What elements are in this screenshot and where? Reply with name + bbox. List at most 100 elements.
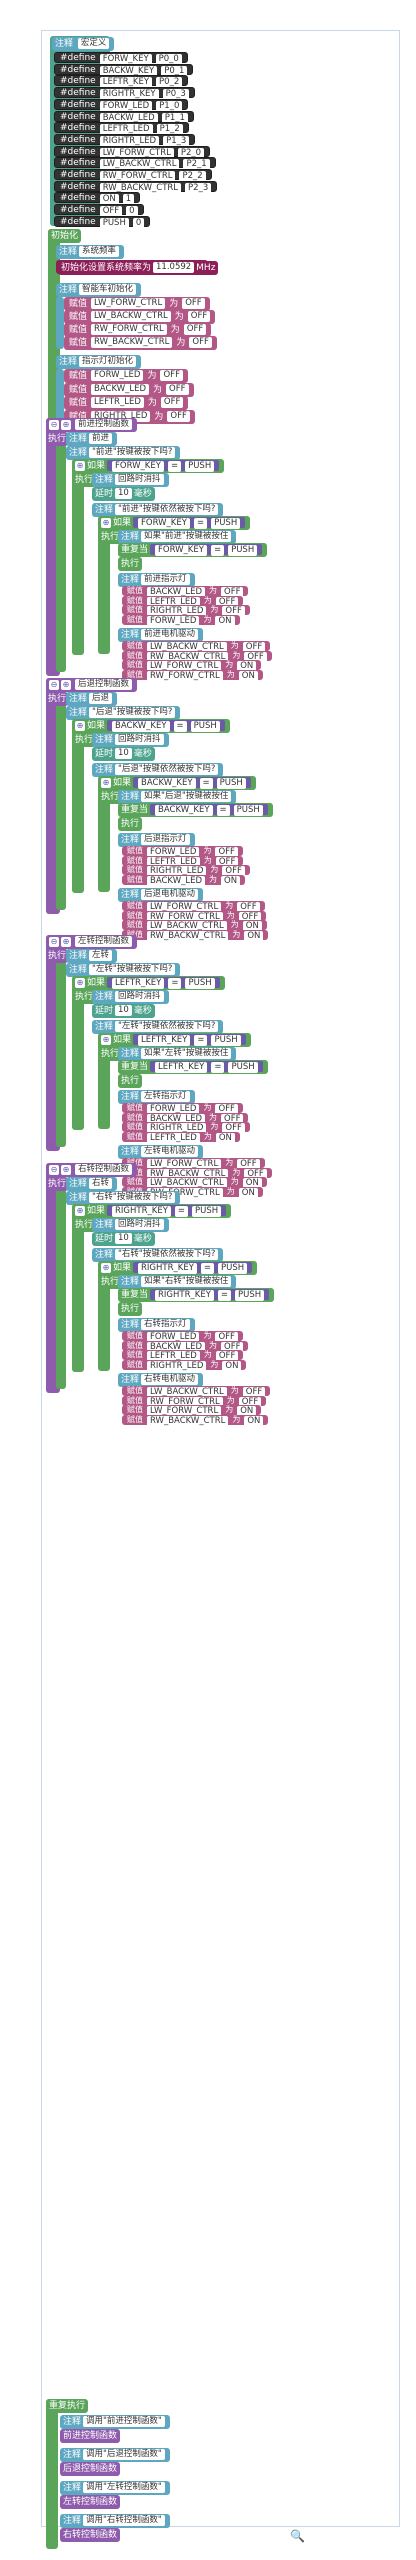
- comment-text[interactable]: 左转: [89, 950, 113, 961]
- value-dropdown[interactable]: ON: [222, 1360, 242, 1372]
- comment-block[interactable]: 注释 "后退"按键被按下吗?: [66, 706, 181, 720]
- gear-icon[interactable]: ⊕: [61, 936, 71, 947]
- push-dropdown[interactable]: PUSH: [211, 1035, 241, 1046]
- comment-text[interactable]: 指示灯初始化: [79, 356, 137, 367]
- comment-block[interactable]: 注释 "后退"按键依然被按下吗?: [92, 763, 224, 777]
- comment-text[interactable]: 调用"前进控制函数": [83, 2416, 165, 2427]
- variable-dropdown[interactable]: LW_FORW_CTRL: [147, 902, 222, 913]
- function-header[interactable]: ⊖ ⊕ 右转控制函数: [46, 1163, 138, 1177]
- define-name-field[interactable]: RIGHTR_KEY: [99, 89, 159, 101]
- variable-dropdown[interactable]: FORW_LED: [91, 370, 144, 381]
- operator-dropdown[interactable]: =: [199, 778, 213, 789]
- assign-block[interactable]: 赋值 FORW_LED 为 OFF: [122, 846, 243, 858]
- comment-block[interactable]: 注释 "右转"按键被按下吗?: [66, 1191, 181, 1205]
- block-workspace[interactable]: 注释 宏定义 初始化 #define FORW_KEY P0_0 #define BAC…: [41, 30, 400, 2549]
- if-block[interactable]: ⊕ 如果 FORW_KEY = PUSH: [72, 459, 225, 473]
- comment-block[interactable]: 注释 后退: [66, 692, 118, 706]
- delay-value[interactable]: 10: [115, 748, 132, 759]
- variable-dropdown[interactable]: BACKW_LED: [147, 1113, 206, 1125]
- value-dropdown[interactable]: ON: [244, 1415, 264, 1427]
- compare-block[interactable]: LEFTR_KEY = PUSH: [150, 1061, 263, 1073]
- function-call-block[interactable]: 左转控制函数: [60, 2495, 121, 2509]
- operator-dropdown[interactable]: =: [174, 1206, 189, 1217]
- value-dropdown[interactable]: OFF: [244, 651, 267, 663]
- comment-text[interactable]: 左转指示灯: [141, 1091, 190, 1102]
- comment-block[interactable]: 注释 左转指示灯: [118, 1090, 195, 1104]
- function-header[interactable]: ⊖ ⊕ 后退控制函数: [46, 678, 138, 692]
- assign-block[interactable]: 赋值 LEFTR_LED 为 OFF: [122, 1350, 244, 1362]
- variable-dropdown[interactable]: RW_FORW_CTRL: [147, 670, 223, 682]
- define-value-field[interactable]: P0_0: [155, 54, 182, 65]
- key-dropdown[interactable]: FORW_KEY: [155, 545, 207, 556]
- define-block[interactable]: #define ON 1: [54, 192, 141, 206]
- assign-block[interactable]: 赋值 LW_BACKW_CTRL 为 OFF: [122, 1386, 271, 1398]
- define-name-field[interactable]: RIGHTR_LED: [99, 135, 160, 147]
- variable-dropdown[interactable]: LW_BACKW_CTRL: [147, 921, 227, 932]
- define-block[interactable]: #define RW_FORW_CTRL P2_2: [54, 169, 212, 182]
- define-name-field[interactable]: BACKW_LED: [99, 112, 158, 124]
- assign-block[interactable]: 赋值 FORW_LED 为 OFF: [122, 1331, 243, 1343]
- comment-text[interactable]: 右转指示灯: [141, 1319, 190, 1330]
- assign-block[interactable]: 赋值 BACKW_LED 为 OFF: [122, 1112, 249, 1125]
- compare-block[interactable]: LEFTR_KEY = PUSH: [107, 977, 220, 989]
- variable-dropdown[interactable]: BACKW_LED: [147, 1341, 206, 1353]
- define-block[interactable]: #define BACKW_KEY P0_1: [54, 63, 194, 77]
- comment-block[interactable]: 注释 "前进"按键依然被按下吗?: [92, 503, 224, 517]
- variable-dropdown[interactable]: FORW_LED: [147, 1332, 200, 1343]
- assign-block[interactable]: 赋值 RIGHTR_LED 为 OFF: [122, 605, 250, 617]
- comment-text[interactable]: "后退"按键被按下吗?: [89, 707, 176, 718]
- assign-block[interactable]: 赋值 BACKW_LED 为 ON: [122, 874, 246, 887]
- push-dropdown[interactable]: PUSH: [190, 721, 220, 732]
- variable-dropdown[interactable]: RW_BACKW_CTRL: [147, 651, 229, 663]
- assign-block[interactable]: 赋值 LW_BACKW_CTRL 为 ON: [122, 1177, 267, 1189]
- gear-icon[interactable]: ⊕: [61, 1164, 71, 1175]
- delay-block[interactable]: 延时 10 毫秒: [92, 747, 155, 761]
- define-block[interactable]: #define LW_FORW_CTRL P2_0: [54, 145, 211, 159]
- main-loop-header[interactable]: 重复执行: [46, 2399, 89, 2413]
- function-call-block[interactable]: 右转控制函数: [60, 2528, 121, 2542]
- variable-dropdown[interactable]: LW_FORW_CTRL: [91, 298, 166, 309]
- assign-block[interactable]: 赋值 RIGHTR_LED 为 OFF: [122, 1122, 250, 1134]
- assign-block[interactable]: 赋值 FORW_LED 为 ON: [122, 614, 240, 627]
- value-dropdown[interactable]: OFF: [221, 1113, 244, 1125]
- variable-dropdown[interactable]: RW_BACKW_CTRL: [91, 337, 173, 348]
- comment-block[interactable]: 注释 左转电机驱动: [118, 1145, 204, 1159]
- value-dropdown[interactable]: OFF: [238, 911, 262, 923]
- value-dropdown[interactable]: OFF: [167, 410, 190, 422]
- compare-block[interactable]: RIGHTR_KEY = PUSH: [133, 1262, 253, 1274]
- compare-block[interactable]: FORW_KEY = PUSH: [133, 517, 246, 529]
- gear-icon[interactable]: ⊕: [75, 720, 85, 731]
- comment-block[interactable]: 注释 "左转"按键依然被按下吗?: [92, 1020, 224, 1034]
- push-dropdown[interactable]: PUSH: [228, 1062, 258, 1073]
- comment-block[interactable]: 注释 如果"左转"按键被按住: [118, 1047, 237, 1061]
- define-value-field[interactable]: P2_1: [183, 159, 210, 171]
- define-name-field[interactable]: LEFTR_LED: [99, 124, 153, 136]
- collapse-icon[interactable]: ⊖: [49, 419, 59, 430]
- key-dropdown[interactable]: BACKW_KEY: [155, 805, 213, 816]
- value-dropdown[interactable]: OFF: [222, 1123, 245, 1134]
- value-dropdown[interactable]: OFF: [242, 1387, 266, 1398]
- define-block[interactable]: #define BACKW_LED P1_1: [54, 110, 194, 124]
- repeat-block[interactable]: 重复当 LEFTR_KEY = PUSH: [118, 1060, 268, 1074]
- value-dropdown[interactable]: OFF: [215, 1332, 238, 1343]
- define-value-field[interactable]: P1_0: [156, 100, 183, 112]
- push-dropdown[interactable]: PUSH: [192, 1206, 222, 1217]
- sys-clock-value[interactable]: 11.0592: [153, 262, 195, 273]
- value-dropdown[interactable]: ON: [242, 921, 262, 932]
- key-dropdown[interactable]: FORW_KEY: [138, 518, 190, 529]
- comment-text[interactable]: 回路时消抖: [115, 991, 164, 1002]
- value-dropdown[interactable]: ON: [221, 875, 241, 887]
- function-name-field[interactable]: 左转控制函数: [75, 936, 133, 947]
- function-call-block[interactable]: 后退控制函数: [60, 2462, 121, 2476]
- variable-dropdown[interactable]: LW_BACKW_CTRL: [147, 1387, 227, 1398]
- variable-dropdown[interactable]: RIGHTR_LED: [147, 606, 207, 617]
- value-dropdown[interactable]: ON: [238, 670, 258, 682]
- if-block[interactable]: ⊕ 如果 RIGHTR_KEY = PUSH: [98, 1261, 258, 1275]
- value-dropdown[interactable]: OFF: [221, 587, 244, 598]
- push-dropdown[interactable]: PUSH: [233, 805, 263, 816]
- operator-dropdown[interactable]: =: [168, 978, 182, 989]
- delay-block[interactable]: 延时 10 毫秒: [92, 487, 155, 501]
